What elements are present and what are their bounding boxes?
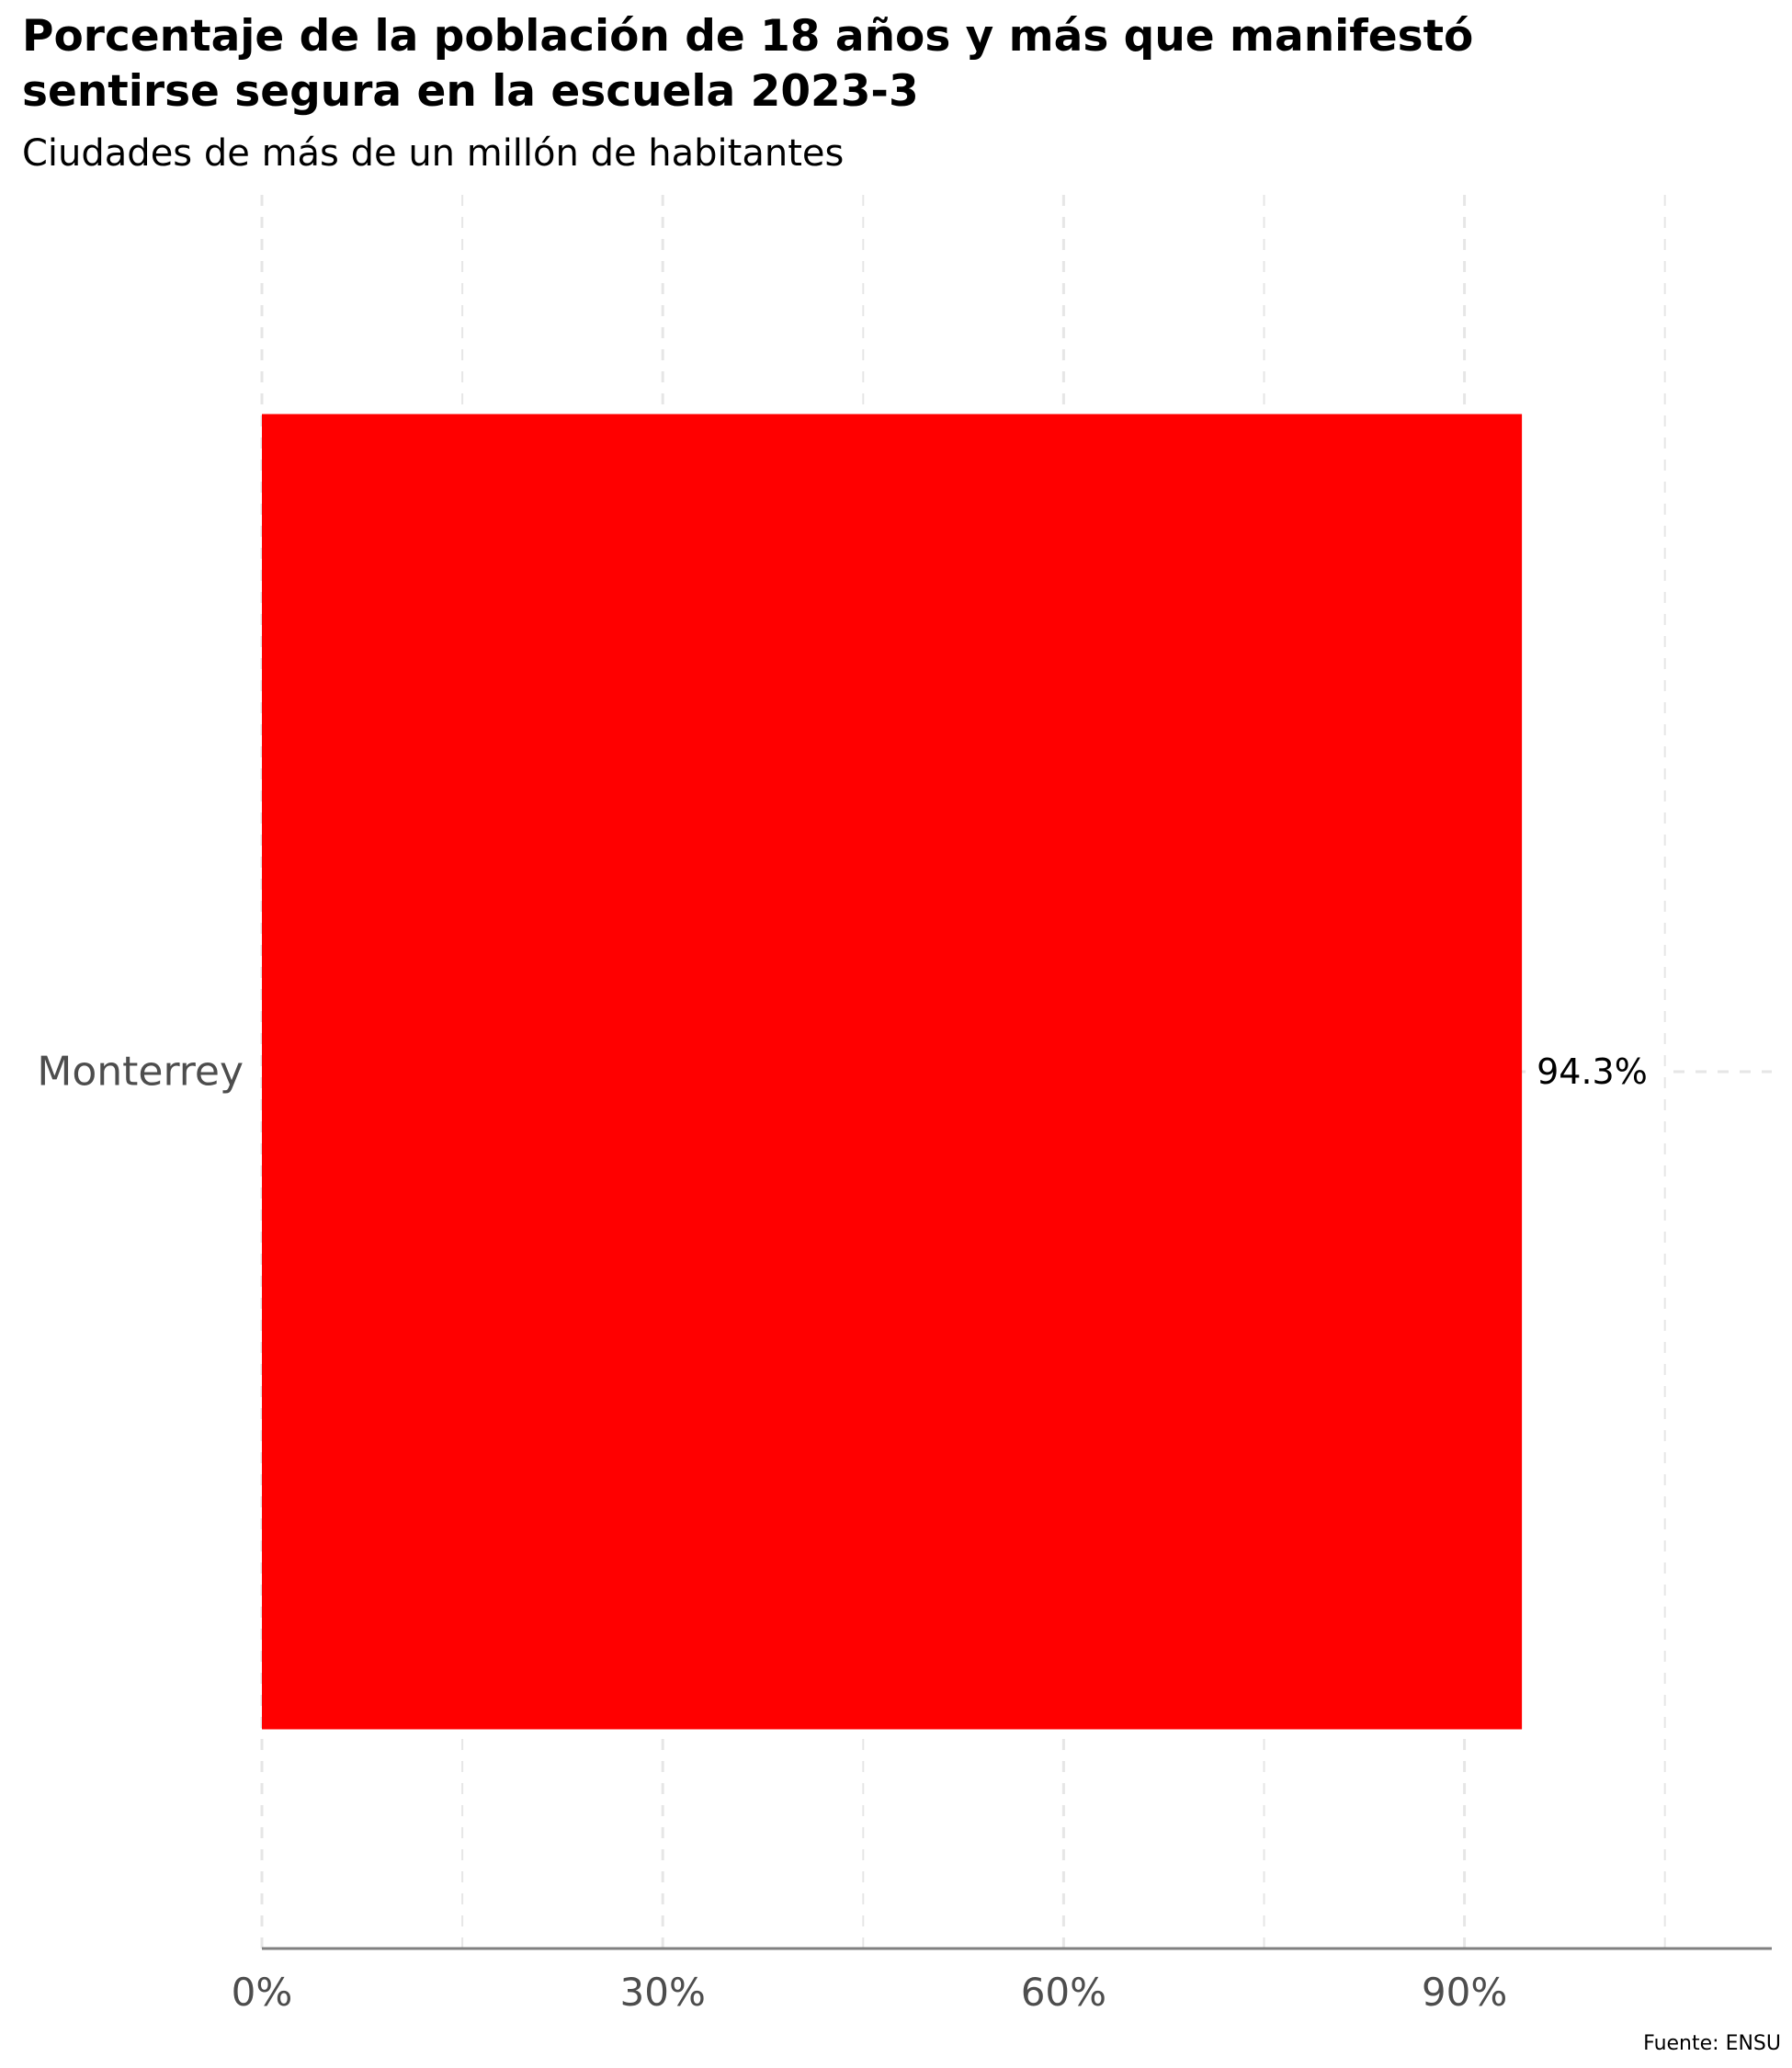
data-label-background <box>1525 1046 1664 1097</box>
x-tick-label: 0% <box>232 1970 293 2015</box>
bars <box>262 414 1523 1730</box>
chart-title: Porcentaje de la población de 18 años y … <box>22 11 1474 117</box>
x-tick-label: 90% <box>1422 1970 1507 2015</box>
x-tick-label: 60% <box>1021 1970 1106 2015</box>
bar-monterrey <box>262 414 1523 1730</box>
source-caption: Fuente: ENSU <box>1643 2032 1781 2055</box>
x-axis: 0% 30% 60% 90% <box>232 1947 1772 2015</box>
x-tick-label: 30% <box>620 1970 706 2015</box>
chart-subtitle: Ciudades de más de un millón de habitant… <box>22 132 845 175</box>
labels: Monterrey 94.3% <box>37 1046 1664 1097</box>
data-label: 94.3% <box>1537 1051 1648 1092</box>
category-label: Monterrey <box>37 1049 244 1096</box>
